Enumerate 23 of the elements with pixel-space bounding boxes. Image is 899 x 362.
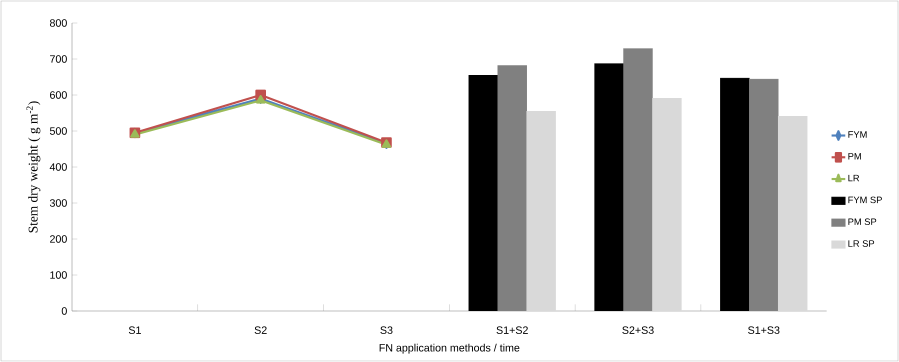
- y-tick-label: 500: [50, 127, 67, 135]
- y-tick-label: 300: [50, 199, 67, 207]
- legend-label: FYM: [848, 131, 867, 138]
- y-tick-label: 600: [50, 91, 67, 99]
- y-tick-label: 400: [50, 163, 67, 171]
- x-axis-title: FN application methods / time: [380, 344, 520, 354]
- y-tick-label: 200: [50, 235, 67, 243]
- x-tick-label: S1: [128, 326, 141, 334]
- legend-label: PM SP: [848, 218, 876, 226]
- x-tick-label: S3: [380, 326, 392, 334]
- y-axis-title: Stem dry weight ( g m$^{-2}$): [26, 101, 40, 232]
- x-tick-label: S2: [254, 326, 267, 334]
- x-tick-label: S2+S3: [622, 326, 654, 334]
- y-tick-label: 700: [50, 55, 67, 63]
- legend-label: LR: [848, 174, 860, 182]
- legend-label: PM: [848, 153, 861, 160]
- y-tick-label: 100: [50, 271, 67, 279]
- y-tick-label: 0: [62, 307, 67, 315]
- y-tick-label: 800: [50, 19, 67, 27]
- legend-label: LR SP: [848, 240, 874, 247]
- x-tick-label: S1+S2: [496, 326, 528, 334]
- legend-label: FYM SP: [848, 196, 882, 204]
- x-tick-label: S1+S3: [748, 326, 780, 334]
